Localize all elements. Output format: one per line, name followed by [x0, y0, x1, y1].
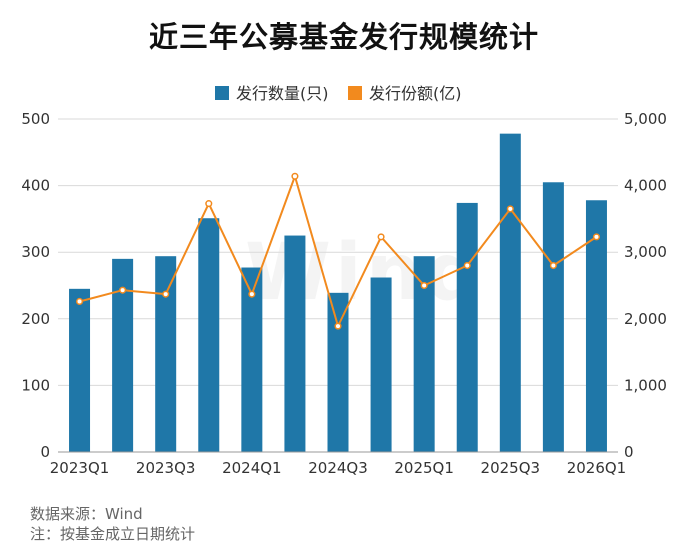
x-tick-label: 2024Q3: [308, 459, 368, 477]
x-tick-label: 2025Q1: [394, 459, 454, 477]
legend-label-bar: 发行数量(只): [236, 84, 329, 103]
combo-chart: 发行数量(只) 发行份额(亿) 0 100 200 300 400 500 0 1,000 2…: [21, 84, 667, 477]
bar: [585, 200, 607, 452]
y-left-tick-label: 500: [21, 110, 50, 128]
x-tick-label: 2025Q3: [481, 459, 541, 477]
chart-title: 近三年公募基金发行规模统计: [148, 20, 539, 54]
legend-swatch-line: [348, 86, 362, 100]
line-point: [463, 261, 471, 270]
line-point: [75, 297, 84, 306]
x-tick-label: 2026Q1: [567, 459, 627, 477]
line-point: [334, 322, 342, 330]
y-right-tick-label: 3,000: [624, 243, 667, 261]
y-axis-right: 0 1,000 2,000 3,000 4,000 5,000: [624, 110, 667, 461]
bar: [155, 256, 177, 452]
y-left-tick-label: 300: [21, 243, 50, 261]
y-left-tick-label: 0: [40, 443, 50, 461]
y-right-tick-label: 5,000: [624, 110, 667, 128]
x-axis: 2023Q1 2023Q3 2024Q1 2024Q3 2025Q1 2025Q3 2026…: [50, 451, 627, 477]
y-left-tick-label: 200: [21, 310, 50, 328]
legend: 发行数量(只) 发行份额(亿): [215, 84, 462, 103]
x-tick-label: 2023Q3: [136, 459, 196, 477]
bar: [499, 133, 521, 453]
line-point: [291, 172, 299, 180]
line-point: [420, 281, 428, 290]
line-point: [377, 233, 385, 241]
footnote: 注：按基金成立日期统计: [30, 525, 196, 543]
bar: [542, 182, 564, 452]
data-source: 数据来源：Wind: [30, 505, 143, 523]
legend-label-line: 发行份额(亿): [369, 84, 462, 103]
line-point: [506, 205, 514, 213]
line-point: [248, 290, 256, 298]
bar-series: [69, 133, 607, 453]
legend-swatch-bar: [215, 86, 229, 100]
y-right-tick-label: 0: [624, 443, 634, 461]
x-tick-label: 2023Q1: [50, 459, 110, 477]
bar: [456, 202, 478, 452]
y-axis-left: 0 100 200 300 400 500: [21, 110, 50, 461]
line-point: [205, 200, 213, 208]
bar: [327, 292, 349, 452]
line-point: [119, 286, 127, 294]
y-right-tick-label: 2,000: [624, 310, 667, 328]
y-right-tick-label: 4,000: [624, 177, 667, 195]
y-left-tick-label: 400: [21, 177, 50, 195]
y-left-tick-label: 100: [21, 376, 50, 394]
bar: [112, 258, 134, 452]
bar: [241, 267, 263, 452]
line-series: [75, 172, 601, 330]
bar: [413, 256, 435, 452]
x-tick-label: 2024Q1: [222, 459, 282, 477]
bar: [198, 218, 220, 452]
line-point: [549, 261, 557, 270]
line-point: [592, 233, 601, 241]
bar: [284, 235, 306, 452]
y-right-tick-label: 1,000: [624, 376, 667, 394]
bar: [370, 277, 392, 452]
line-point: [162, 290, 170, 298]
bar: [69, 288, 91, 452]
